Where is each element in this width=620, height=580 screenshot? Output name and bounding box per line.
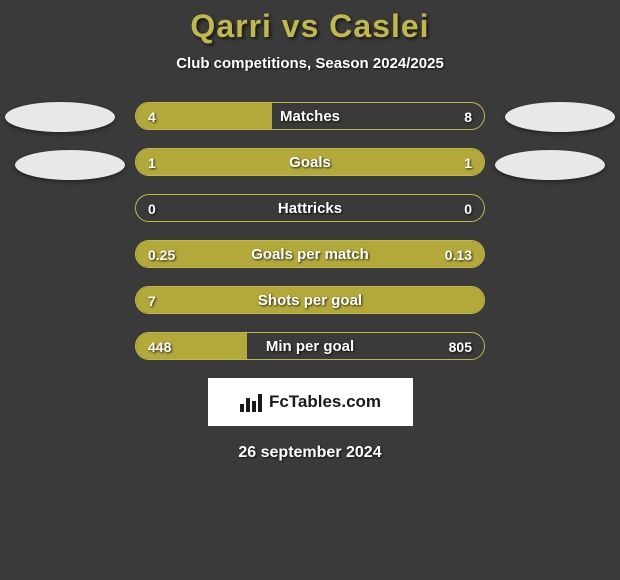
fill-left	[136, 103, 272, 129]
stat-row: 0 Hattricks 0	[135, 194, 485, 222]
stat-label: Goals per match	[251, 241, 369, 268]
stat-row: 0.25 Goals per match 0.13	[135, 240, 485, 268]
value-left: 1	[148, 149, 156, 176]
date-text: 26 september 2024	[0, 444, 620, 462]
value-left: 0	[148, 195, 156, 222]
team-b-badge-2	[495, 150, 605, 180]
team-a-badge-1	[5, 102, 115, 132]
subtitle: Club competitions, Season 2024/2025	[0, 55, 620, 72]
value-left: 4	[148, 103, 156, 130]
fill-left	[136, 149, 310, 175]
fill-right	[310, 149, 484, 175]
stat-row: 4 Matches 8	[135, 102, 485, 130]
page-title: Qarri vs Caslei	[0, 8, 620, 45]
value-right: 0	[464, 195, 472, 222]
value-right: 0.13	[445, 241, 472, 268]
stat-row: 448 Min per goal 805	[135, 332, 485, 360]
stat-label: Goals	[289, 149, 331, 176]
stat-label: Shots per goal	[258, 287, 362, 314]
brand-text: FcTables.com	[269, 392, 381, 412]
team-a-badge-2	[15, 150, 125, 180]
brand-logo-box[interactable]: FcTables.com	[208, 378, 413, 426]
value-left: 7	[148, 287, 156, 314]
value-right: 8	[464, 103, 472, 130]
stats-rows: 4 Matches 8 1 Goals 1 0 Hattricks 0	[135, 102, 485, 360]
stat-label: Min per goal	[266, 333, 354, 360]
stat-row: 1 Goals 1	[135, 148, 485, 176]
stat-label: Matches	[280, 103, 340, 130]
stat-row: 7 Shots per goal	[135, 286, 485, 314]
team-b-badge-1	[505, 102, 615, 132]
value-left: 0.25	[148, 241, 175, 268]
value-left: 448	[148, 333, 171, 360]
value-right: 805	[449, 333, 472, 360]
stat-label: Hattricks	[278, 195, 342, 222]
value-right: 1	[464, 149, 472, 176]
comparison-card: Qarri vs Caslei Club competitions, Seaso…	[0, 0, 620, 462]
main-area: 4 Matches 8 1 Goals 1 0 Hattricks 0	[0, 102, 620, 360]
bars-icon	[239, 392, 263, 412]
